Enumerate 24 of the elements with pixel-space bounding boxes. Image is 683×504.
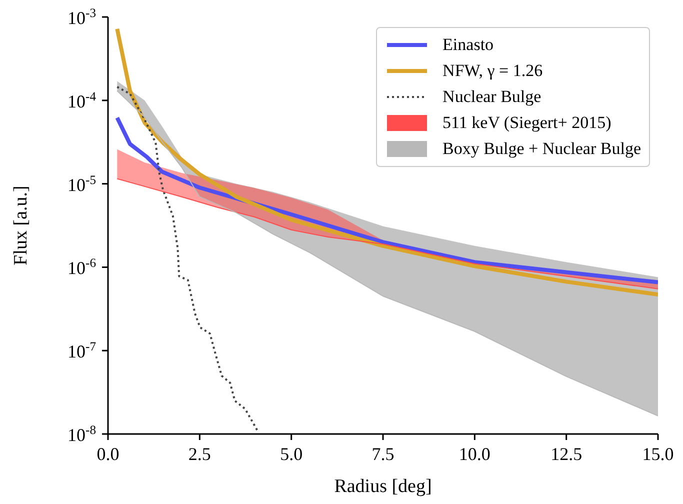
x-tick-label: 10.0 (458, 444, 490, 464)
legend-label: Einasto (442, 35, 494, 55)
y-tick-label: 10$^{-7}$ (68, 340, 96, 362)
x-axis-title: Radius [deg] (334, 476, 432, 497)
legend-label: NFW, γ = 1.26 (442, 61, 543, 81)
y-tick-label: 10$^{-3}$ (68, 6, 96, 28)
y-tick-label: 10$^{-5}$ (68, 172, 96, 195)
y-tick-label: 10$^{-8}$ (68, 423, 96, 445)
x-tick-label: 2.5 (188, 444, 211, 464)
line-series (116, 86, 259, 433)
legend-label: Boxy Bulge + Nuclear Bulge (442, 139, 641, 159)
x-tick-label: 7.5 (372, 444, 394, 464)
x-tick-label: 15.0 (642, 444, 674, 464)
line-series (116, 178, 658, 290)
line-series (115, 116, 658, 284)
legend-label: Nuclear Bulge (442, 87, 542, 107)
y-axis-title: Flux [a.u.] (10, 186, 32, 266)
x-tick-label: 0.0 (96, 444, 120, 464)
line-series (115, 26, 658, 297)
y-tick-label: 10$^{-4}$ (68, 89, 97, 112)
y-tick-label: 10$^{-6}$ (68, 256, 96, 278)
legend-label: 511 keV (Siegert+ 2015) (442, 113, 612, 133)
x-tick-label: 5.0 (280, 444, 303, 464)
x-tick-label: 12.5 (550, 444, 582, 464)
